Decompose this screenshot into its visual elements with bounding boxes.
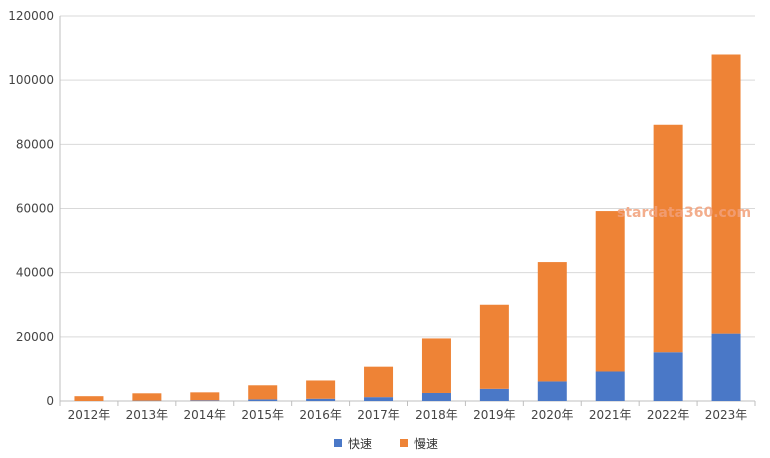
x-tick-label: 2015年 bbox=[241, 408, 284, 422]
bar-slow bbox=[711, 54, 741, 334]
bar-fast bbox=[364, 397, 394, 401]
x-tick-label: 2021年 bbox=[589, 408, 632, 422]
x-tick-label: 2019年 bbox=[473, 408, 516, 422]
bar-fast bbox=[306, 398, 336, 401]
y-tick-label: 0 bbox=[46, 394, 54, 408]
watermark-text: stardata360.com bbox=[617, 205, 751, 221]
x-tick-label: 2020年 bbox=[531, 408, 574, 422]
bar-slow bbox=[190, 392, 220, 401]
bar-fast bbox=[537, 381, 567, 401]
bar-slow bbox=[479, 304, 509, 389]
bar-fast bbox=[248, 399, 278, 401]
bar-fast bbox=[190, 400, 220, 401]
legend-swatch-fast bbox=[334, 439, 342, 447]
bar-slow bbox=[306, 380, 336, 399]
x-tick-label: 2016年 bbox=[299, 408, 342, 422]
x-tick-label: 2022年 bbox=[647, 408, 690, 422]
x-tick-label: 2012年 bbox=[68, 408, 111, 422]
x-tick-label: 2017年 bbox=[357, 408, 400, 422]
legend-swatch-slow bbox=[400, 439, 408, 447]
bar-slow bbox=[74, 396, 104, 401]
bar-fast bbox=[653, 352, 683, 401]
y-tick-label: 120000 bbox=[8, 9, 54, 23]
y-tick-label: 40000 bbox=[16, 266, 54, 280]
y-tick-label: 60000 bbox=[16, 202, 54, 216]
legend-label-slow: 慢速 bbox=[414, 437, 438, 451]
bar-slow bbox=[653, 124, 683, 353]
y-tick-label: 100000 bbox=[8, 73, 54, 87]
bar-fast bbox=[479, 388, 509, 401]
bar-slow bbox=[364, 366, 394, 398]
bar-slow bbox=[421, 338, 451, 393]
bar-fast bbox=[421, 392, 451, 401]
bar-fast bbox=[595, 371, 625, 401]
x-tick-label: 2014年 bbox=[184, 408, 227, 422]
bar-slow bbox=[537, 262, 567, 382]
bar-slow bbox=[595, 211, 625, 372]
x-tick-label: 2018年 bbox=[415, 408, 458, 422]
x-tick-label: 2013年 bbox=[126, 408, 169, 422]
bar-slow bbox=[248, 385, 278, 400]
legend-label-fast: 快速 bbox=[348, 437, 372, 451]
bar-fast bbox=[711, 333, 741, 401]
bar-slow bbox=[132, 393, 162, 401]
x-tick-label: 2023年 bbox=[705, 408, 748, 422]
y-tick-label: 80000 bbox=[16, 137, 54, 151]
y-tick-label: 20000 bbox=[16, 330, 54, 344]
